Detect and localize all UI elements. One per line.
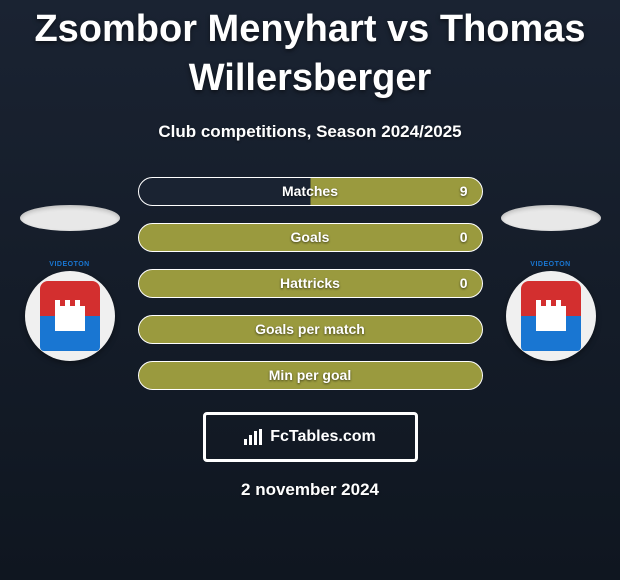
stat-value: 0 <box>460 229 468 245</box>
stat-bar-hattricks: Hattricks 0 <box>138 269 483 298</box>
badge-shield-icon <box>40 281 100 351</box>
bar-chart-icon <box>244 429 264 445</box>
stat-bar-min-per-goal: Min per goal <box>138 361 483 390</box>
date-text: 2 november 2024 <box>241 480 379 500</box>
page-title: Zsombor Menyhart vs Thomas Willersberger <box>0 5 620 104</box>
footer-brand-box: FcTables.com <box>203 412 418 462</box>
player-right-ellipse <box>501 205 601 231</box>
castle-icon <box>55 306 85 331</box>
right-side: VIDEOTON <box>501 205 601 361</box>
content-row: VIDEOTON Matches 9 Goals 0 Hattricks 0 G… <box>0 177 620 390</box>
stat-bar-matches: Matches 9 <box>138 177 483 206</box>
stat-label: Hattricks <box>280 275 340 291</box>
left-side: VIDEOTON <box>20 205 120 361</box>
badge-text-left: VIDEOTON <box>49 261 89 268</box>
stat-label: Goals <box>291 229 330 245</box>
stat-bar-goals-per-match: Goals per match <box>138 315 483 344</box>
footer-brand-text: FcTables.com <box>270 428 376 446</box>
stat-label: Min per goal <box>269 367 351 383</box>
stat-bar-goals: Goals 0 <box>138 223 483 252</box>
team-badge-right: VIDEOTON <box>506 271 596 361</box>
badge-text-right: VIDEOTON <box>530 261 570 268</box>
badge-shield-icon <box>521 281 581 351</box>
stat-value: 0 <box>460 275 468 291</box>
subtitle: Club competitions, Season 2024/2025 <box>158 122 461 142</box>
stats-list: Matches 9 Goals 0 Hattricks 0 Goals per … <box>138 177 483 390</box>
stat-label: Matches <box>282 183 338 199</box>
team-badge-left: VIDEOTON <box>25 271 115 361</box>
stat-label: Goals per match <box>255 321 365 337</box>
player-left-ellipse <box>20 205 120 231</box>
stat-value: 9 <box>460 183 468 199</box>
castle-icon <box>536 306 566 331</box>
